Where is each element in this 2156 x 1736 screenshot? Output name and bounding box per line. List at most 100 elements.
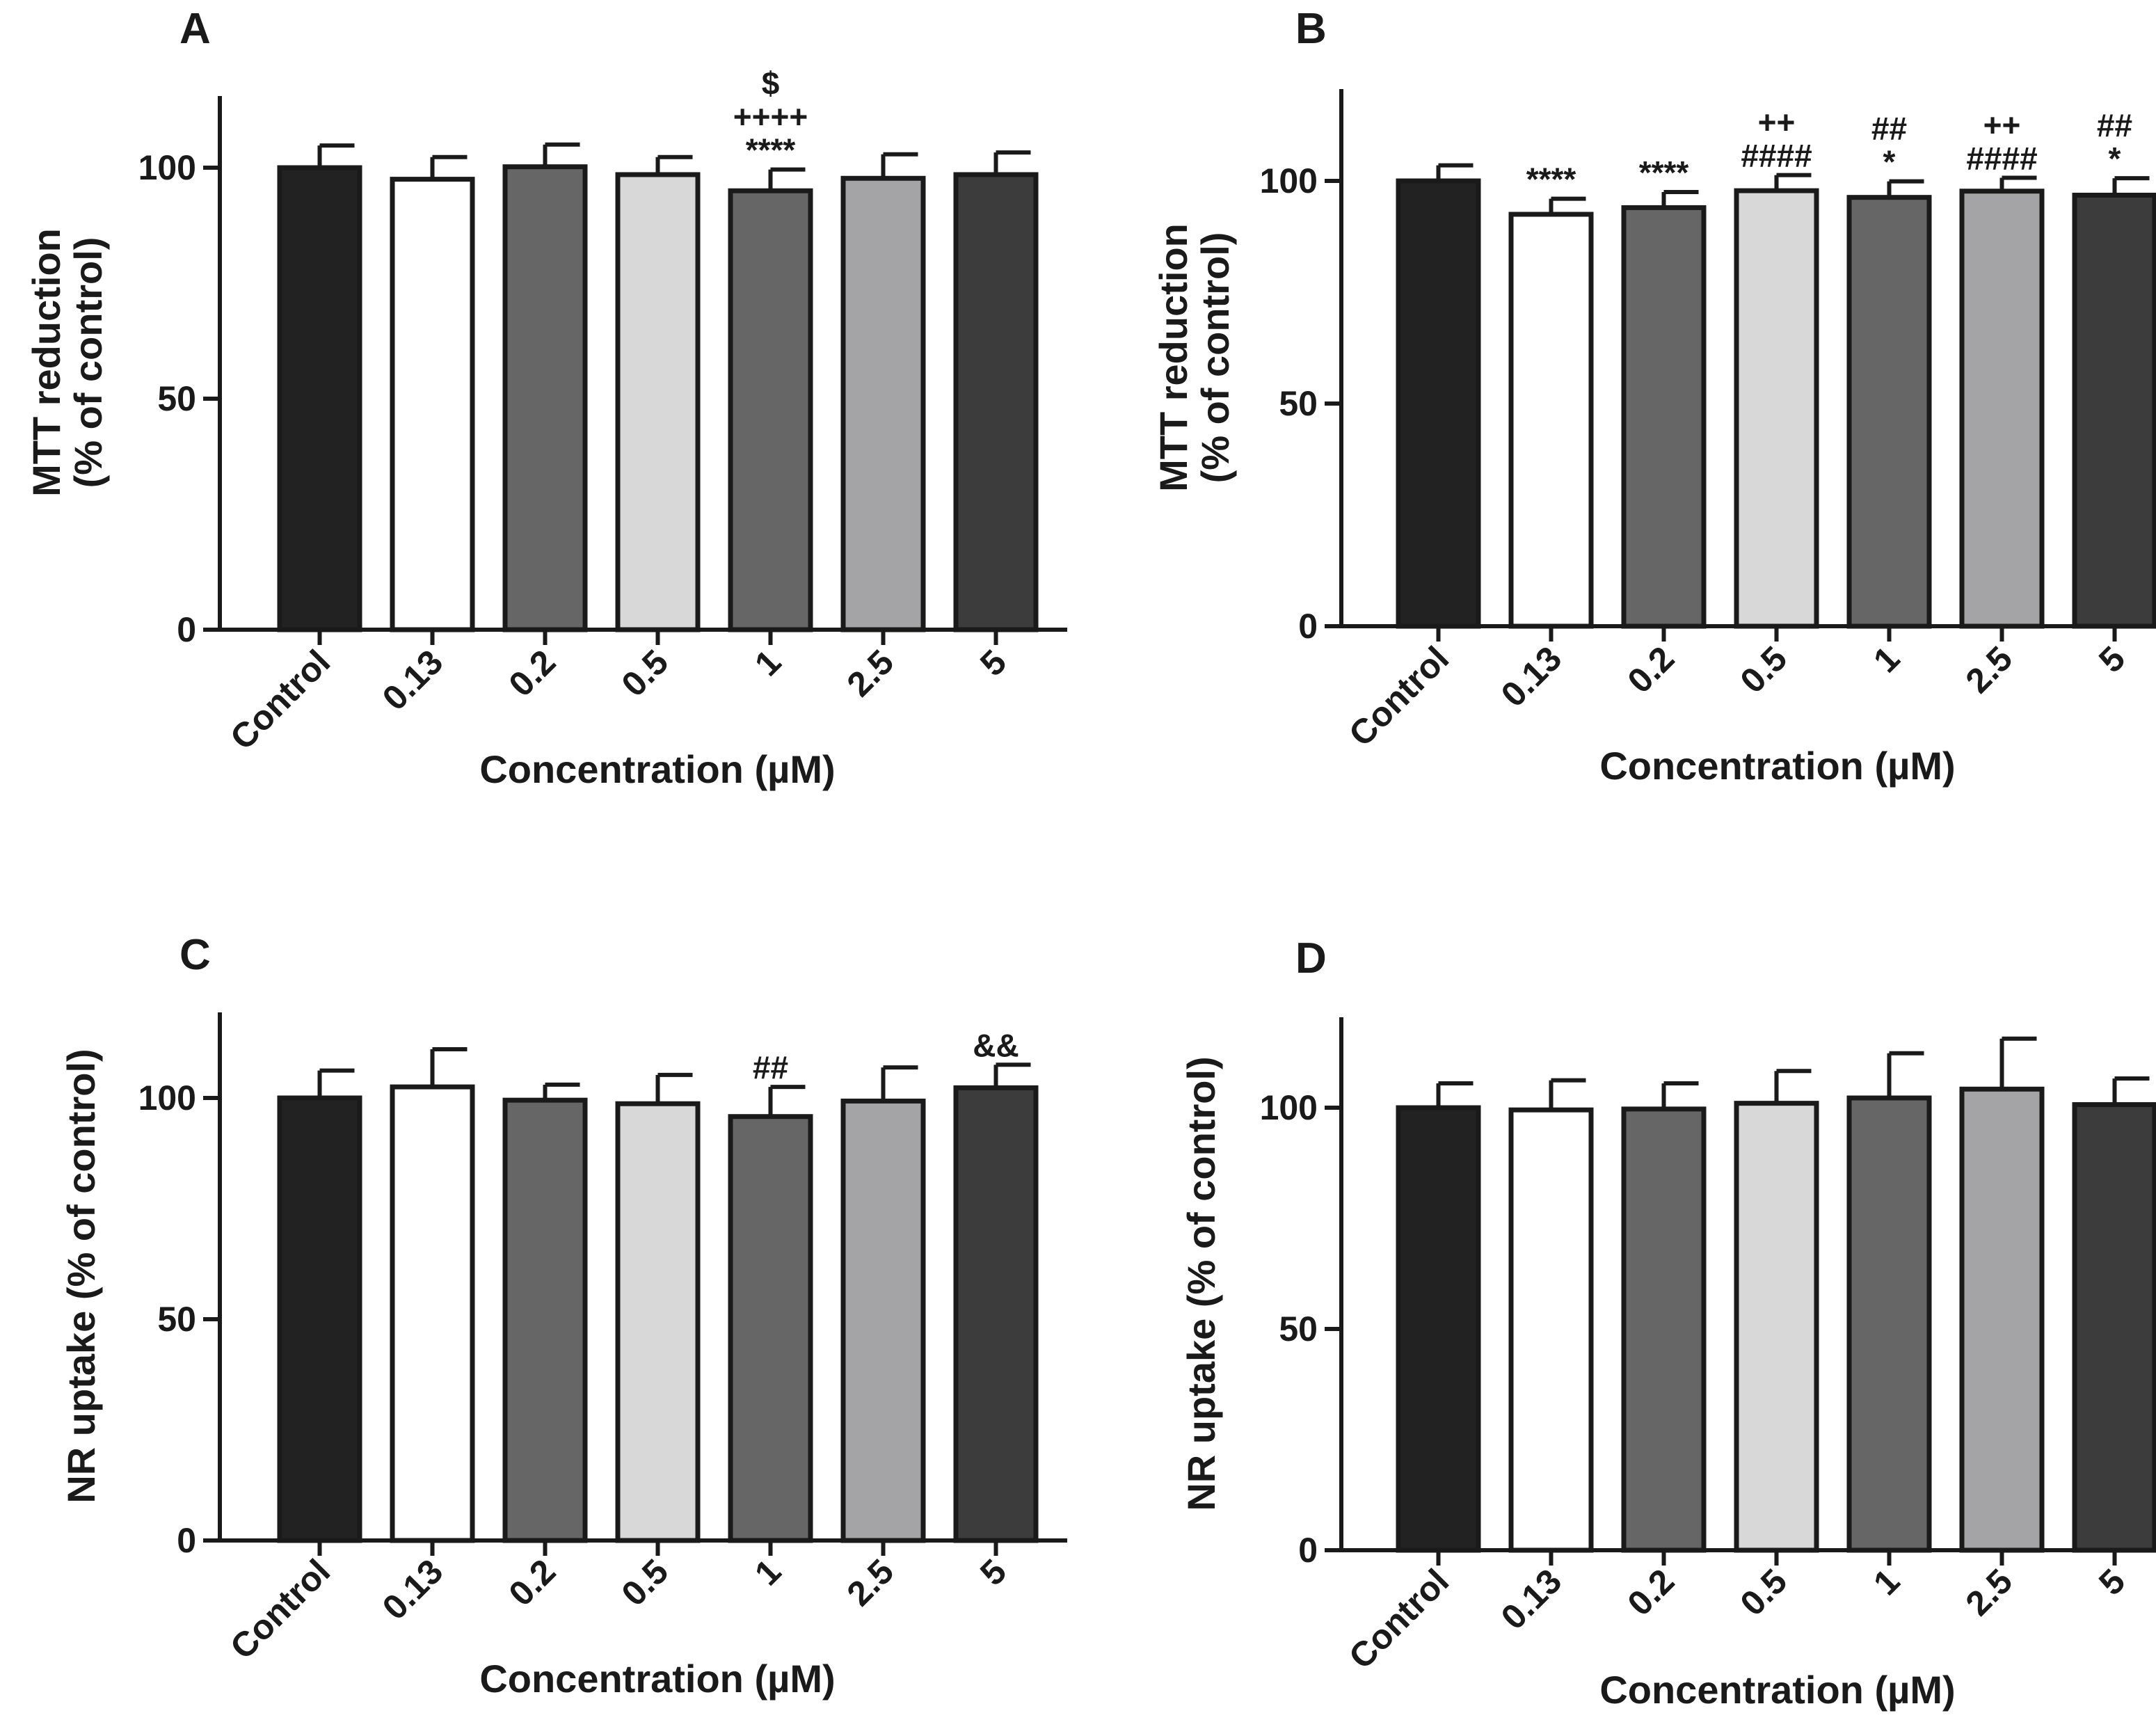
bar-0.13 xyxy=(1508,212,1594,629)
category-label: 0.5 xyxy=(1733,1561,1795,1623)
category-label: 1 xyxy=(1866,1561,1907,1602)
bar-0.13 xyxy=(390,177,475,632)
bar-5 xyxy=(953,1085,1039,1543)
significance-label: **** xyxy=(1639,154,1689,191)
significance-label: $ xyxy=(762,65,780,102)
category-label: 0.13 xyxy=(1494,1561,1569,1637)
category-label: 1 xyxy=(747,642,788,683)
y-tick-label: 50 xyxy=(1279,1309,1318,1348)
category-label: 1 xyxy=(747,1552,788,1593)
panel-letter: D xyxy=(1295,934,1327,982)
x-axis-title: Concentration (µM) xyxy=(1599,1668,1955,1712)
y-tick-label: 0 xyxy=(1298,607,1318,646)
bar-0.13 xyxy=(1508,1107,1594,1553)
significance-label: #### xyxy=(1966,141,2037,177)
y-tick-label: 50 xyxy=(157,379,196,418)
bar-0.5 xyxy=(615,1101,701,1543)
category-label: Control xyxy=(1341,1561,1456,1676)
significance-label: * xyxy=(1883,144,1896,180)
category-label: Control xyxy=(223,1552,337,1666)
bar-5 xyxy=(953,172,1039,632)
category-label: 2.5 xyxy=(840,642,902,704)
category-label: 0.5 xyxy=(614,1552,676,1614)
bar-2.5 xyxy=(840,175,926,632)
category-label: 0.2 xyxy=(502,1552,564,1614)
bar-0.2 xyxy=(1621,205,1707,629)
significance-label: ++++ xyxy=(733,99,808,135)
y-axis-title: NR uptake (% of control) xyxy=(59,1049,103,1503)
category-label: 0.5 xyxy=(1733,639,1795,701)
significance-label: && xyxy=(973,1027,1019,1063)
y-tick-label: 100 xyxy=(138,148,196,187)
significance-label: * xyxy=(2109,141,2121,177)
bar-2.5 xyxy=(1959,1086,2045,1553)
bar-Control xyxy=(277,1095,362,1543)
category-label: Control xyxy=(1341,639,1456,754)
bar-5 xyxy=(2072,192,2156,629)
bar-0.13 xyxy=(390,1084,475,1543)
significance-label: ++ xyxy=(1983,107,2021,143)
category-label: 0.2 xyxy=(1620,1561,1682,1623)
y-axis-title: (% of control) xyxy=(1193,232,1237,484)
category-label: 0.5 xyxy=(614,642,676,704)
bar-2.5 xyxy=(840,1098,926,1543)
panel-a: A 0 50 100 Control 0.13 0.2 0.5 1 $++++**** 2.5 5 Co… xyxy=(24,5,1067,791)
bar-5 xyxy=(2072,1102,2156,1553)
bar-0.5 xyxy=(615,172,701,632)
y-axis-title: (% of control) xyxy=(66,237,110,488)
category-label: 0.13 xyxy=(375,642,450,717)
bar-0.2 xyxy=(1621,1106,1707,1553)
y-tick-label: 50 xyxy=(157,1300,196,1339)
significance-label: **** xyxy=(1526,161,1576,198)
bar-1 xyxy=(1846,195,1932,629)
bar-0.2 xyxy=(502,164,588,632)
bar-0.5 xyxy=(1734,188,1819,629)
panel-letter: B xyxy=(1295,5,1327,53)
x-axis-title: Concentration (µM) xyxy=(1599,744,1955,788)
significance-label: #### xyxy=(1741,138,1812,174)
category-label: 5 xyxy=(2091,639,2132,680)
y-tick-label: 0 xyxy=(177,1521,196,1560)
significance-label: ## xyxy=(1871,111,1907,147)
bar-1 xyxy=(728,188,813,632)
category-label: 2.5 xyxy=(840,1552,902,1614)
category-label: 5 xyxy=(973,1552,1014,1593)
significance-label: ## xyxy=(2097,107,2132,143)
y-axis-title: MTT reduction xyxy=(24,228,68,497)
category-label: 0.13 xyxy=(1494,639,1569,714)
significance-label: ## xyxy=(753,1049,788,1085)
category-label: 2.5 xyxy=(1958,1561,2020,1623)
y-tick-label: 100 xyxy=(1260,161,1318,200)
category-label: 0.13 xyxy=(375,1552,450,1627)
bar-Control xyxy=(1396,1105,1481,1553)
panel-d: D 0 50 100 Control 0.13 0.2 0.5 1 2.5 5 Concentrati… xyxy=(1179,934,2156,1712)
y-axis-title: MTT reduction xyxy=(1151,223,1195,492)
category-label: 2.5 xyxy=(1958,639,2020,701)
bar-Control xyxy=(277,165,362,632)
significance-label: **** xyxy=(746,132,796,168)
x-axis-title: Concentration (µM) xyxy=(479,747,835,791)
y-tick-label: 50 xyxy=(1279,384,1318,423)
category-label: 5 xyxy=(973,642,1014,683)
y-tick-label: 100 xyxy=(138,1078,196,1117)
panel-letter: C xyxy=(179,931,211,979)
category-label: 0.2 xyxy=(502,642,564,704)
bar-0.2 xyxy=(502,1097,588,1543)
bar-1 xyxy=(1846,1095,1932,1553)
panel-c: C 0 50 100 Control 0.13 0.2 0.5 1 ## 2.5 5 && Concent… xyxy=(59,931,1067,1701)
y-axis-title: NR uptake (% of control) xyxy=(1179,1056,1223,1511)
panel-letter: A xyxy=(179,5,211,53)
bar-1 xyxy=(728,1114,813,1543)
category-label: 5 xyxy=(2091,1561,2132,1602)
x-axis-title: Concentration (µM) xyxy=(479,1657,835,1701)
bar-2.5 xyxy=(1959,189,2045,629)
category-label: Control xyxy=(223,642,337,757)
significance-label: ++ xyxy=(1758,104,1796,141)
y-tick-label: 0 xyxy=(1298,1531,1318,1570)
bar-0.5 xyxy=(1734,1101,1819,1553)
category-label: 0.2 xyxy=(1620,639,1682,701)
bar-Control xyxy=(1396,178,1481,629)
y-tick-label: 100 xyxy=(1260,1088,1318,1127)
y-tick-label: 0 xyxy=(177,610,196,649)
